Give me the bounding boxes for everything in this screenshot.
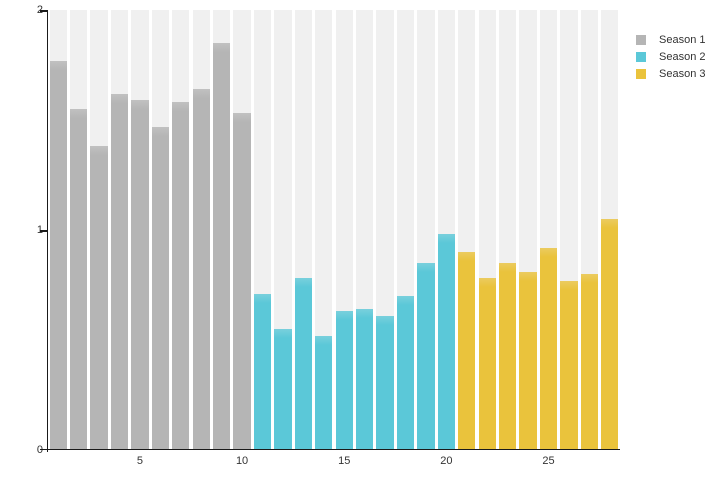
bar-episode-21 <box>458 252 476 450</box>
bar-episode-6 <box>151 126 170 450</box>
legend-swatch-icon <box>636 34 646 45</box>
bar-episode-11 <box>253 293 272 450</box>
bar-episode-17 <box>376 315 394 450</box>
bar-episode-25 <box>539 247 558 450</box>
legend-label: Season 2 <box>659 50 706 63</box>
bar-episode-15 <box>335 311 353 450</box>
y-tick-label-0: 0 <box>36 444 43 456</box>
bar-episode-9 <box>212 43 231 450</box>
x-tick-label-25: 25 <box>542 455 555 467</box>
legend-row: Season 3 <box>636 65 705 82</box>
legend-swatch-icon <box>636 51 646 62</box>
y-tick-mark <box>40 230 47 232</box>
legend-label: Season 3 <box>659 67 706 80</box>
y-tick-mark <box>40 10 47 12</box>
bar-episode-18 <box>396 296 415 450</box>
x-tick-label-20: 20 <box>440 455 453 467</box>
x-tick-label-5: 5 <box>136 455 143 467</box>
legend-row: Season 2 <box>636 48 705 65</box>
bar-episode-23 <box>498 263 517 450</box>
legend-label: Season 1 <box>659 33 706 46</box>
bar-episode-5 <box>131 100 149 450</box>
x-tick-label-15: 15 <box>338 455 351 467</box>
y-tick-mark <box>40 448 47 450</box>
y-axis-line <box>46 10 48 452</box>
bar-episode-22 <box>478 278 496 450</box>
bar-episode-28 <box>601 219 619 450</box>
bar-episode-3 <box>90 146 108 450</box>
bar-episode-13 <box>294 278 313 450</box>
y-tick-label-1: 1 <box>0 223 43 237</box>
bar-episode-10 <box>233 113 251 450</box>
bar-episode-4 <box>110 93 129 450</box>
bar-episode-14 <box>315 335 333 450</box>
bar-episode-26 <box>560 280 578 450</box>
bar-episode-12 <box>274 329 292 450</box>
legend-swatch-icon <box>636 68 646 79</box>
bar-episode-2 <box>69 109 88 450</box>
bar-episode-7 <box>172 102 190 450</box>
legend: Season 1 Season 2 Season 3 <box>636 31 705 82</box>
plot-area <box>48 10 620 450</box>
bar-episode-20 <box>437 234 456 450</box>
x-tick-label-10: 10 <box>235 455 249 467</box>
bar-episode-24 <box>519 271 537 450</box>
bar-episode-27 <box>580 274 599 450</box>
bar-episode-19 <box>417 263 435 450</box>
bar-episode-8 <box>192 89 210 450</box>
bar-episode-16 <box>355 309 374 450</box>
x-axis-line <box>46 448 620 450</box>
legend-row: Season 1 <box>636 31 705 48</box>
bar-episode-1 <box>49 60 67 450</box>
y-tick-label-2: 2 <box>0 3 43 17</box>
